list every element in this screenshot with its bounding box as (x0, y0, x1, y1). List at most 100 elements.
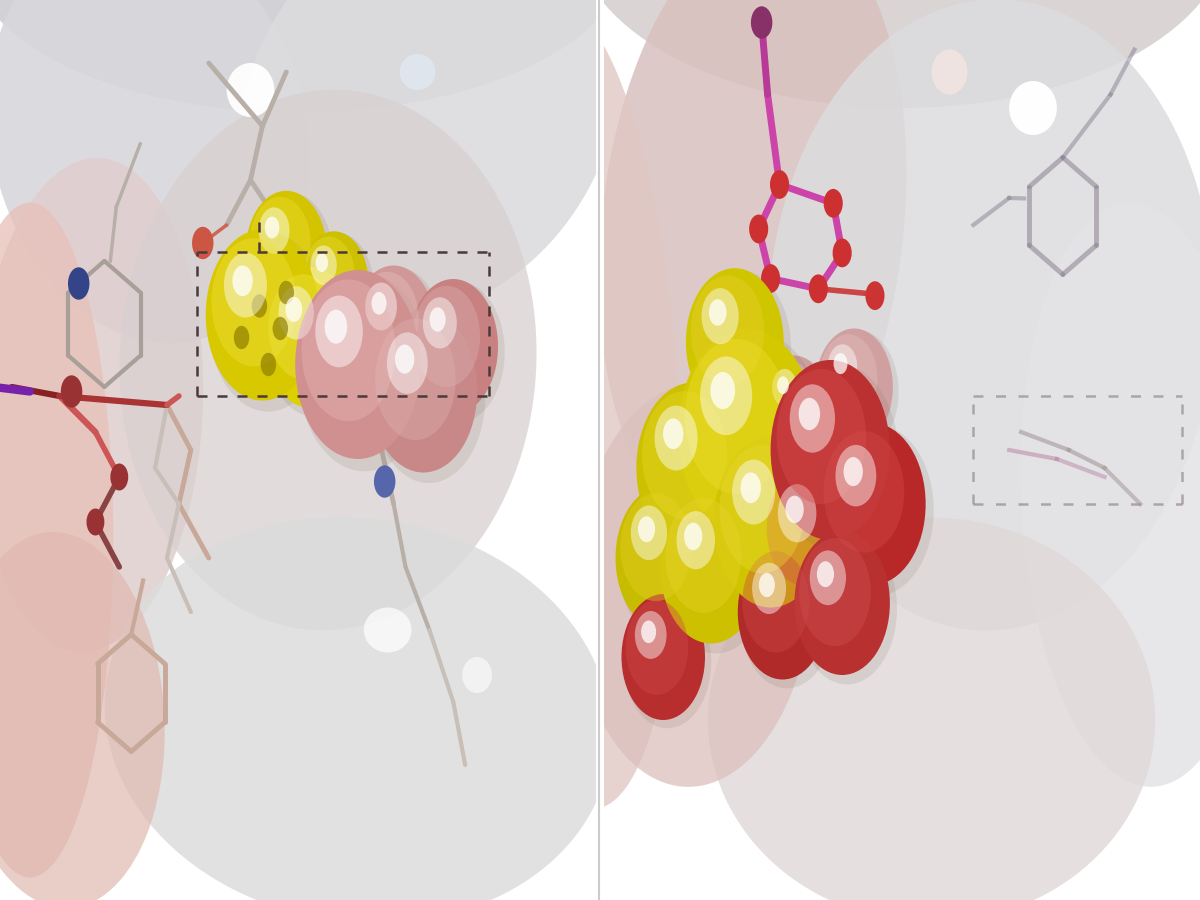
Circle shape (395, 345, 414, 373)
Circle shape (740, 472, 761, 503)
Circle shape (269, 274, 338, 380)
Circle shape (430, 308, 445, 331)
Ellipse shape (708, 518, 1156, 900)
Circle shape (362, 411, 384, 444)
Circle shape (372, 292, 386, 315)
Circle shape (764, 361, 814, 435)
Ellipse shape (364, 608, 412, 652)
Circle shape (205, 230, 319, 400)
Circle shape (844, 457, 863, 486)
Ellipse shape (0, 202, 113, 878)
Circle shape (622, 594, 704, 720)
Circle shape (250, 197, 311, 289)
Circle shape (374, 465, 396, 498)
Circle shape (797, 533, 898, 684)
Circle shape (302, 237, 355, 315)
Circle shape (740, 546, 834, 688)
Circle shape (720, 446, 804, 573)
Circle shape (714, 436, 827, 608)
Circle shape (772, 369, 797, 407)
Circle shape (631, 506, 667, 560)
Circle shape (677, 511, 715, 570)
Circle shape (354, 267, 442, 400)
Circle shape (68, 267, 90, 300)
Ellipse shape (0, 0, 626, 112)
Circle shape (278, 286, 314, 339)
Ellipse shape (104, 517, 611, 900)
Circle shape (278, 281, 294, 304)
Circle shape (252, 294, 268, 318)
Circle shape (616, 486, 710, 630)
Circle shape (817, 330, 899, 453)
Circle shape (316, 253, 328, 272)
Circle shape (299, 231, 368, 336)
Circle shape (365, 283, 397, 330)
Circle shape (685, 339, 788, 494)
Ellipse shape (462, 657, 492, 693)
Circle shape (408, 279, 498, 414)
Circle shape (636, 382, 750, 554)
Ellipse shape (1020, 203, 1200, 787)
Circle shape (665, 499, 742, 613)
Circle shape (356, 272, 419, 366)
Circle shape (809, 274, 828, 303)
Circle shape (678, 328, 815, 536)
Circle shape (61, 375, 83, 408)
Circle shape (799, 538, 871, 646)
Ellipse shape (599, 0, 906, 535)
Circle shape (794, 531, 890, 675)
Circle shape (761, 265, 780, 292)
Ellipse shape (0, 532, 164, 900)
Circle shape (211, 238, 296, 366)
Ellipse shape (227, 63, 275, 117)
Circle shape (686, 268, 784, 416)
Circle shape (311, 246, 337, 285)
Circle shape (654, 406, 697, 471)
Circle shape (618, 488, 718, 639)
Circle shape (386, 332, 427, 394)
Circle shape (738, 544, 827, 680)
Circle shape (778, 484, 816, 543)
Circle shape (710, 372, 736, 410)
Circle shape (684, 523, 702, 550)
Circle shape (316, 295, 362, 367)
Circle shape (767, 472, 842, 586)
Circle shape (299, 273, 430, 472)
Circle shape (799, 398, 820, 430)
Circle shape (266, 269, 364, 417)
Circle shape (758, 573, 775, 598)
Circle shape (790, 384, 835, 453)
Circle shape (834, 353, 847, 374)
Circle shape (635, 611, 666, 659)
Circle shape (286, 297, 302, 322)
Ellipse shape (467, 1, 680, 809)
Circle shape (821, 426, 934, 596)
Circle shape (762, 464, 863, 616)
Circle shape (763, 357, 832, 461)
Circle shape (700, 356, 752, 435)
Circle shape (810, 551, 846, 605)
Circle shape (749, 214, 768, 243)
Circle shape (835, 445, 876, 507)
Circle shape (325, 310, 347, 344)
Circle shape (641, 620, 656, 643)
Circle shape (372, 313, 485, 483)
Circle shape (689, 270, 791, 426)
Ellipse shape (931, 50, 967, 94)
Circle shape (638, 517, 655, 542)
Circle shape (247, 229, 266, 257)
Circle shape (743, 551, 809, 652)
Circle shape (413, 286, 480, 387)
Circle shape (640, 385, 758, 564)
Circle shape (209, 232, 328, 411)
Circle shape (776, 369, 866, 504)
Circle shape (764, 466, 871, 626)
Circle shape (233, 266, 253, 296)
Circle shape (751, 6, 773, 39)
Circle shape (691, 275, 764, 386)
Circle shape (818, 423, 925, 585)
Circle shape (770, 170, 790, 199)
Ellipse shape (400, 54, 436, 90)
Circle shape (110, 464, 128, 490)
Circle shape (762, 356, 827, 454)
